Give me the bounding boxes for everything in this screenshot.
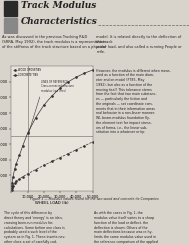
Text: The cycle of this difference by
direct theory and 'energy' is an iden-
crossing : The cycle of this difference by direct t… bbox=[4, 211, 65, 245]
Text: As with the cases in Fig. 1, the
modulus value itself varies to a sharp
function: As with the cases in Fig. 1, the modulus… bbox=[94, 211, 167, 245]
Text: Figure 1 — Modulus values found for the two wood and concrete tie Companies: Figure 1 — Modulus values found for the … bbox=[30, 197, 159, 201]
Legend: WOOD CROSSTIES, CONCRETE TIES: WOOD CROSSTIES, CONCRETE TIES bbox=[13, 67, 41, 77]
Bar bbox=[4, 1, 17, 16]
Text: Track Modulus: Track Modulus bbox=[21, 1, 96, 10]
Text: As was discussed in the previous Trucking R&D
(SRRA, May 1992), the track modulu: As was discussed in the previous Truckin… bbox=[2, 35, 106, 49]
Text: LINES OF REFERENCE
Cross-connected structure
modulus (two lines): LINES OF REFERENCE Cross-connected struc… bbox=[41, 79, 74, 93]
Text: However, the modulus is different when meas-
ured as a function of the main diam: However, the modulus is different when m… bbox=[96, 69, 171, 135]
Bar bbox=[4, 18, 17, 33]
Text: model. It is related directly to the deflection of the track
under load, and als: model. It is related directly to the def… bbox=[96, 35, 182, 54]
Text: Characteristics: Characteristics bbox=[21, 17, 98, 26]
X-axis label: WHEEL LOAD (lb): WHEEL LOAD (lb) bbox=[35, 201, 69, 205]
